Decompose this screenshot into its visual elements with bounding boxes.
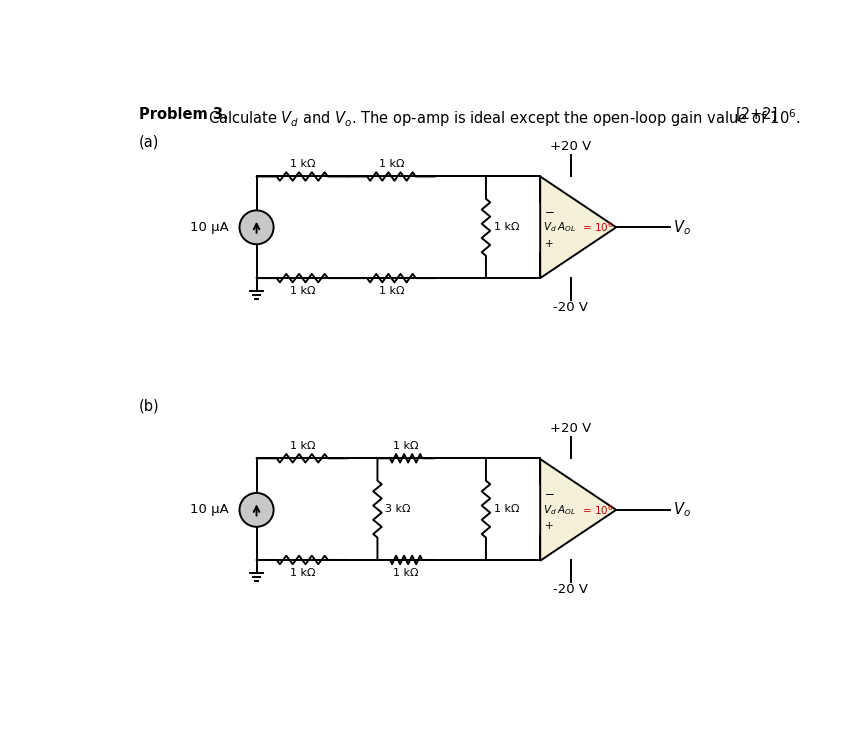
Text: = 10$^6$: = 10$^6$: [579, 503, 613, 517]
Text: +: +: [544, 521, 553, 532]
Text: +20 V: +20 V: [549, 141, 591, 153]
Text: $V_d$: $V_d$: [542, 503, 556, 517]
Text: 1 kΩ: 1 kΩ: [378, 286, 404, 296]
Text: (a): (a): [139, 135, 159, 150]
Text: 1 kΩ: 1 kΩ: [378, 159, 404, 168]
Text: 1 kΩ: 1 kΩ: [393, 568, 418, 578]
Text: 1 kΩ: 1 kΩ: [289, 286, 314, 296]
Text: (b): (b): [139, 399, 159, 414]
Text: 1 kΩ: 1 kΩ: [493, 504, 518, 514]
Text: Problem 3.: Problem 3.: [139, 108, 228, 122]
Polygon shape: [540, 177, 616, 278]
Text: [2+2]: [2+2]: [734, 108, 777, 122]
Text: -20 V: -20 V: [553, 302, 587, 314]
Text: 10 μA: 10 μA: [189, 503, 228, 517]
Text: -20 V: -20 V: [553, 583, 587, 596]
Text: 1 kΩ: 1 kΩ: [289, 159, 314, 168]
Text: +20 V: +20 V: [549, 422, 591, 435]
Circle shape: [239, 211, 273, 244]
Text: 10 μA: 10 μA: [189, 221, 228, 234]
Polygon shape: [540, 459, 616, 561]
Circle shape: [239, 493, 273, 527]
Text: 1 kΩ: 1 kΩ: [289, 568, 314, 578]
Text: 1 kΩ: 1 kΩ: [493, 223, 518, 232]
Text: $V_o$: $V_o$: [672, 218, 690, 237]
Text: −: −: [544, 488, 554, 502]
Text: $V_d$: $V_d$: [542, 220, 556, 234]
Text: $V_o$: $V_o$: [672, 501, 690, 519]
Text: 1 kΩ: 1 kΩ: [289, 441, 314, 450]
Text: 1 kΩ: 1 kΩ: [393, 441, 418, 450]
Text: +: +: [544, 239, 553, 249]
Text: 3 kΩ: 3 kΩ: [385, 504, 410, 514]
Text: Calculate $V_d$ and $V_o$. The op-amp is ideal except the open-loop gain value o: Calculate $V_d$ and $V_o$. The op-amp is…: [208, 108, 800, 129]
Text: = 10$^6$: = 10$^6$: [579, 220, 613, 234]
Text: $A_{OL}$: $A_{OL}$: [556, 220, 575, 234]
Text: $A_{OL}$: $A_{OL}$: [556, 503, 575, 517]
Text: −: −: [544, 206, 554, 219]
